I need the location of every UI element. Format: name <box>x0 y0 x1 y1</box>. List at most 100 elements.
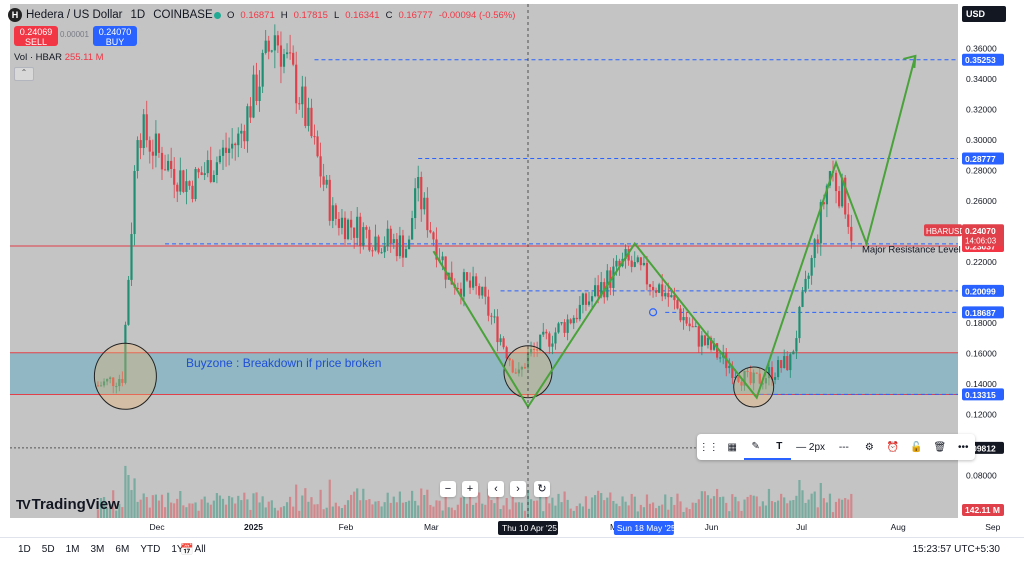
sell-button[interactable]: 0.24069 SELL <box>14 26 58 47</box>
volume-bar <box>587 508 591 518</box>
timeframe-1d[interactable]: 1D <box>18 544 31 555</box>
price-chart[interactable]: Buyzone : Breakdown if price broken Major… <box>0 0 1024 537</box>
volume-bar <box>597 490 600 518</box>
scroll-right-button[interactable]: › <box>510 481 526 497</box>
ohlc-change: -0.00094 (-0.56%) <box>438 9 516 21</box>
interval-label[interactable]: 1D <box>130 9 146 21</box>
line-color-icon[interactable]: ✎ <box>744 434 768 460</box>
timeframe-1m[interactable]: 1M <box>65 544 80 555</box>
tradingview-logo[interactable]: TV TradingView <box>16 496 120 513</box>
candle-body <box>548 333 551 347</box>
candle-body <box>170 160 173 169</box>
timeframe-5d[interactable]: 5D <box>41 544 55 555</box>
volume-bar <box>191 503 194 518</box>
delete-icon[interactable]: 🗑 <box>933 441 947 453</box>
collapse-legend-button[interactable]: ⌃ <box>14 67 34 81</box>
volume-bar <box>825 502 828 518</box>
timeframe-1y[interactable]: 1Y <box>171 544 184 555</box>
timeframe-all[interactable]: All <box>194 544 206 555</box>
candle-body <box>764 378 767 384</box>
price-tag-4: 0.20099 <box>962 284 1004 297</box>
volume-bar <box>472 504 475 518</box>
alert-icon[interactable]: ⏰ <box>886 441 900 453</box>
candle-body <box>157 133 161 153</box>
line-style-icon[interactable]: --- <box>838 441 849 453</box>
candle-body <box>813 239 816 258</box>
zoom-out-button[interactable]: − <box>440 481 456 497</box>
buy-label: BUY <box>105 37 125 47</box>
candle-body <box>96 385 100 387</box>
candle-body <box>685 317 688 324</box>
volume-bar <box>350 494 353 518</box>
candle-body <box>407 239 411 250</box>
volume-bar <box>563 491 566 518</box>
scroll-left-button[interactable]: ‹ <box>488 481 504 497</box>
candle-body <box>676 300 679 309</box>
calendar-icon[interactable]: 📅 <box>180 544 194 556</box>
zoom-in-button[interactable]: + <box>462 481 478 497</box>
ohlc-low-key: L <box>333 9 340 21</box>
candle-body <box>557 323 560 333</box>
volume-bar <box>145 497 148 518</box>
timeframe-ytd[interactable]: YTD <box>140 544 161 555</box>
volume-bar <box>368 499 371 518</box>
volume-bar <box>157 500 161 518</box>
time-axis-background <box>10 518 1004 519</box>
volume-bar <box>356 488 359 518</box>
drag-handle-icon[interactable]: ⋮⋮ <box>698 441 719 453</box>
candle-body <box>310 107 313 137</box>
volume-bar <box>511 495 514 518</box>
price-tick-4: 0.28000 <box>966 165 997 175</box>
candle-body <box>712 343 716 350</box>
line-width-control[interactable]: — 2px <box>791 435 830 459</box>
timeframe-6m[interactable]: 6M <box>115 544 130 555</box>
buy-button[interactable]: 0.24070 BUY <box>93 26 137 47</box>
candle-body <box>740 381 743 386</box>
settings-icon[interactable]: ⚙ <box>864 441 874 453</box>
candle-body <box>331 205 334 221</box>
volume-bar <box>487 488 490 518</box>
resistance-label: Major Resistance Level <box>862 245 961 256</box>
market-status-icon <box>214 11 221 19</box>
candle-body <box>340 217 344 228</box>
candle-body <box>356 216 359 238</box>
price-tick-3: 0.30000 <box>966 135 997 145</box>
candle-body <box>728 365 731 369</box>
reset-chart-button[interactable]: ↻ <box>534 481 550 497</box>
volume-bar <box>804 502 807 518</box>
price-tag-text: 0.18687 <box>965 308 996 318</box>
lock-icon[interactable]: 🔓 <box>910 441 923 453</box>
volume-bar <box>847 499 850 518</box>
volume-bar <box>661 504 664 518</box>
currency-badge[interactable]: USD <box>962 6 1006 22</box>
timezone-clock[interactable]: 15:23:57 UTC+5:30 <box>912 544 1000 555</box>
volume-bar <box>798 480 801 518</box>
candle-body <box>215 162 218 175</box>
volume-bar <box>398 491 401 518</box>
candle-body <box>270 50 273 52</box>
volume-bar <box>243 492 246 518</box>
volume-bar <box>188 503 191 518</box>
symbol-title[interactable]: Hedera / US Dollar <box>26 9 123 21</box>
candle-body <box>746 370 749 372</box>
timeframe-3m[interactable]: 3M <box>90 544 105 555</box>
templates-icon[interactable]: ▦ <box>727 441 737 453</box>
text-color-icon[interactable]: T <box>767 434 791 460</box>
volume-bar <box>834 501 838 518</box>
volume-bar <box>651 502 655 518</box>
candle-body <box>383 246 386 253</box>
more-options-icon[interactable]: ••• <box>958 441 969 453</box>
candle-body <box>133 171 136 235</box>
volume-bar <box>554 505 557 518</box>
candle-body <box>667 293 670 298</box>
candle-body <box>529 349 533 354</box>
time-tick-3: Mar <box>424 522 439 532</box>
candle-body <box>404 249 408 258</box>
volume-bar <box>728 511 731 518</box>
candle-body <box>670 295 673 298</box>
candle-body <box>435 239 438 260</box>
volume-bar <box>142 493 145 518</box>
volume-bar <box>252 493 255 518</box>
candle-body <box>188 181 191 186</box>
bottom-circle-2 <box>733 366 775 408</box>
